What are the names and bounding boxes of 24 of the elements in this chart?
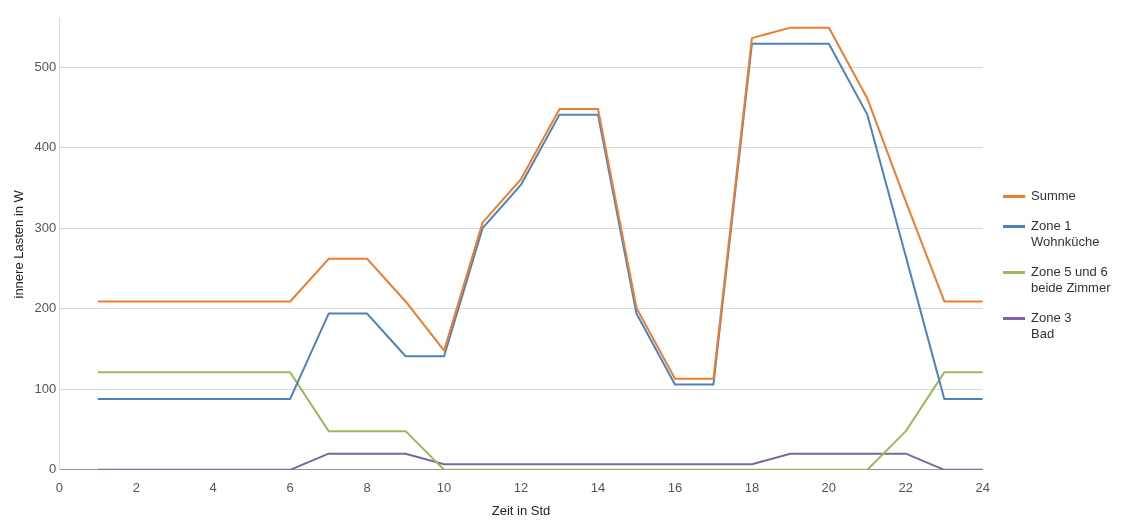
x-tick-label: 8 — [363, 480, 371, 496]
legend-label: Zone 5 und 6 beide Zimmer — [1031, 264, 1111, 296]
x-tick-label: 14 — [590, 480, 606, 496]
legend-label: Zone 3 Bad — [1031, 310, 1072, 342]
x-axis-title: Zeit in Std — [491, 502, 551, 518]
x-tick-label: 24 — [975, 480, 990, 496]
x-tick-label: 6 — [286, 480, 294, 496]
legend-label: Zone 1 Wohnküche — [1031, 218, 1100, 250]
x-tick-label: 4 — [209, 480, 217, 496]
x-tick-label: 16 — [667, 480, 683, 496]
y-tick-label: 500 — [34, 58, 57, 74]
x-tick-label: 18 — [744, 480, 760, 496]
legend-label: Summe — [1031, 188, 1076, 204]
y-tick-label: 400 — [34, 139, 57, 155]
y-axis-title: innere Lasten in W — [11, 189, 27, 299]
x-tick-label: 20 — [821, 480, 837, 496]
y-tick-label: 300 — [34, 219, 57, 235]
y-tick-label: 0 — [49, 461, 57, 477]
y-tick-label: 100 — [34, 380, 57, 396]
y-tick-label: 200 — [34, 300, 57, 316]
x-tick-label: 12 — [513, 480, 529, 496]
x-tick-label: 22 — [898, 480, 914, 496]
x-tick-label: 10 — [436, 480, 452, 496]
x-tick-label: 2 — [132, 480, 140, 496]
